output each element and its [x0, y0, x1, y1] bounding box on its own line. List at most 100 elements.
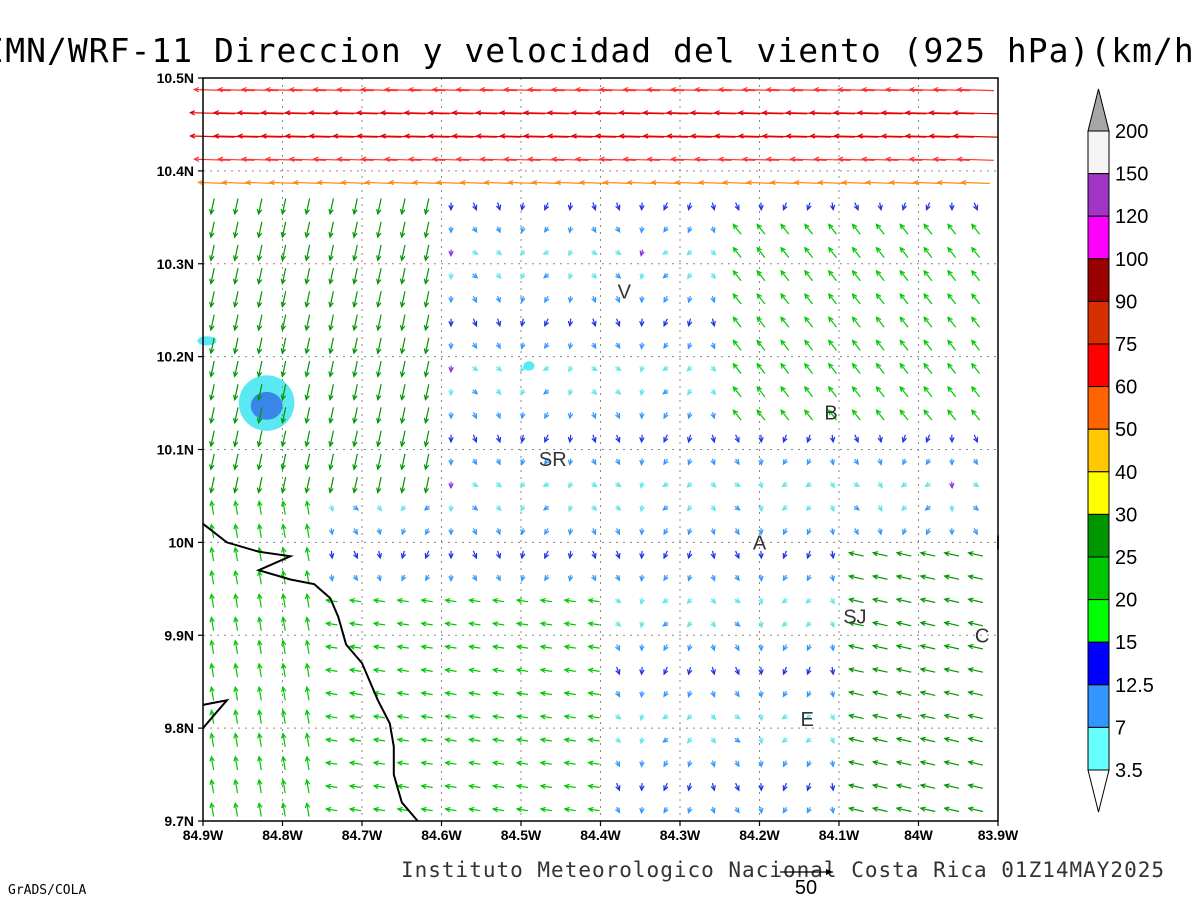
wind-vector [353, 221, 358, 238]
wind-vector [281, 337, 287, 354]
wind-vector [804, 386, 814, 398]
wind-vector-head [240, 156, 247, 163]
wind-vector-head [806, 691, 812, 698]
wind-vector [210, 267, 215, 284]
wind-vector [234, 617, 239, 631]
wind-vector-head [348, 644, 356, 650]
wind-vector [540, 645, 552, 649]
wind-vector-head [567, 320, 574, 328]
wind-vector-head [304, 487, 310, 494]
wind-vector [849, 737, 864, 743]
wind-vector-head [809, 133, 816, 139]
wind-vector [920, 668, 936, 673]
wind-vector-head [661, 713, 669, 720]
wind-vector-head [650, 179, 657, 186]
wind-vector-head [257, 639, 263, 646]
wind-vector [896, 714, 912, 720]
wind-vector-head [829, 621, 835, 629]
wind-vector-head [877, 204, 883, 212]
x-tick-label: 84.7W [342, 827, 383, 843]
wind-vector-head [372, 598, 379, 604]
wind-vector [424, 314, 430, 331]
wind-vector [968, 761, 984, 766]
wind-vector-head [615, 297, 621, 304]
wind-vector-head [420, 644, 427, 650]
wind-vector [944, 575, 960, 580]
wind-vector [944, 552, 960, 557]
wind-vector-head [639, 761, 645, 768]
wind-vector-head [967, 806, 974, 812]
wind-vector [517, 645, 529, 649]
wind-vector-head [947, 316, 953, 323]
wind-vector-head [687, 575, 693, 582]
y-tick-label: 9.8N [164, 720, 194, 736]
wind-vector-head [829, 691, 836, 699]
wind-vector-head [423, 278, 430, 285]
wind-vector-head [925, 204, 931, 211]
wind-vector-head [328, 232, 334, 239]
colorbar-label: 60 [1115, 377, 1137, 399]
x-tick-label: 84.2W [739, 827, 780, 843]
wind-vector-head [216, 86, 223, 93]
wind-vector-head [687, 785, 693, 792]
wind-vector [306, 547, 310, 562]
wind-vector [424, 360, 430, 377]
wind-vector-head [871, 574, 879, 580]
wind-vector [445, 645, 457, 649]
wind-vector [517, 808, 529, 812]
wind-vector [493, 785, 505, 789]
wind-vector [234, 710, 239, 724]
wind-vector [890, 181, 919, 185]
wind-vector [873, 714, 888, 720]
wind-vector [756, 363, 766, 374]
wind-vector-head [710, 761, 716, 768]
wind-vector-head [260, 110, 267, 116]
wind-vector-head [483, 179, 490, 186]
wind-vector [493, 808, 505, 812]
wind-vector-head [615, 529, 621, 536]
wind-vector-head [546, 110, 553, 116]
wind-vector-head [403, 133, 410, 139]
wind-vector-head [591, 320, 597, 328]
wind-vector-head [220, 179, 228, 186]
wind-vector [886, 158, 923, 161]
wind-vector [281, 314, 287, 331]
wind-vector [397, 785, 409, 789]
wind-vector [234, 291, 239, 307]
wind-vector-head [496, 365, 503, 372]
wind-vector-head [328, 487, 334, 494]
footer-credit: Instituto Meteorologico Nacional Costa R… [401, 858, 1165, 882]
wind-vector-head [836, 86, 844, 93]
wind-vector-head [468, 644, 475, 650]
wind-vector-head [967, 713, 974, 719]
wind-vector-head [587, 621, 594, 627]
wind-vector-head [895, 760, 903, 766]
wind-vector-head [686, 598, 693, 605]
wind-vector-head [615, 204, 621, 211]
wind-vector-head [967, 597, 974, 603]
wind-vector [269, 181, 299, 185]
wind-vector-head [304, 255, 310, 262]
wind-vector-head [407, 86, 414, 93]
wind-vector [373, 669, 386, 672]
wind-vector-head [376, 301, 382, 309]
wind-vector [329, 430, 334, 447]
wind-vector-head [376, 505, 382, 512]
wind-vector-head [847, 644, 855, 650]
wind-vector [723, 181, 752, 185]
colorbar-label: 12.5 [1115, 675, 1154, 697]
wind-vector [313, 88, 351, 92]
wind-vector [885, 88, 923, 92]
wind-vector [909, 158, 947, 161]
wind-vector-head [972, 529, 978, 536]
wind-vector-head [591, 389, 598, 395]
wind-vector [377, 476, 382, 493]
wind-vector [258, 733, 262, 747]
wind-vector-head [829, 785, 836, 792]
wind-vector-head [304, 709, 311, 716]
wind-vector [234, 779, 239, 794]
wind-vector-head [348, 714, 356, 720]
wind-vector-head [973, 481, 980, 488]
wind-vector [588, 692, 600, 696]
wind-vector [849, 668, 864, 673]
